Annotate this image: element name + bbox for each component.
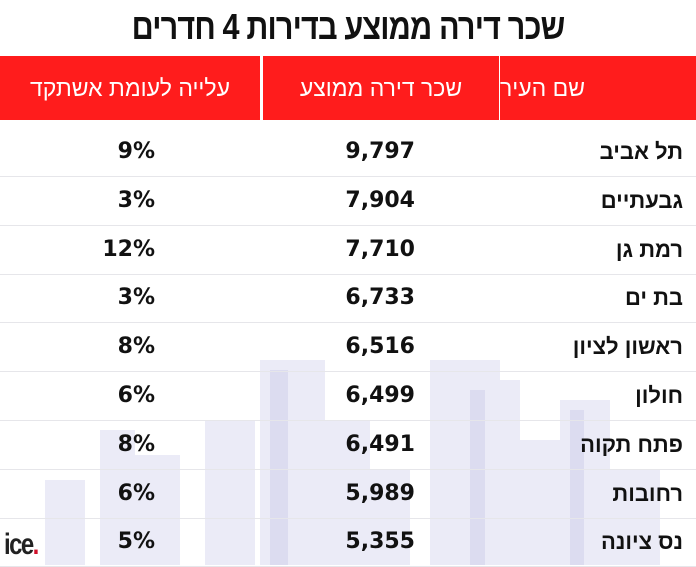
increase-cell: 6% xyxy=(117,383,155,408)
column-header-label: שם העיר xyxy=(500,74,586,101)
table-row: רמת גן 7,710 12% xyxy=(0,226,696,275)
table-row: פתח תקוה 6,491 8% xyxy=(0,421,696,470)
city-cell: חולון xyxy=(635,383,683,408)
rent-cell: 5,355 xyxy=(345,529,415,555)
column-header-label: שכר דירה ממוצע xyxy=(299,74,463,101)
table-row: תל אביב 9,797 9% xyxy=(0,128,696,177)
table-row: ראשון לציון 6,516 8% xyxy=(0,323,696,373)
increase-cell: 5% xyxy=(117,529,155,555)
table-row: חולון 6,499 6% xyxy=(0,372,696,421)
city-cell: בת ים xyxy=(624,285,683,311)
column-header-increase: עלייה לעומת אשתקד xyxy=(0,56,260,120)
table-row: נס ציונה 5,355 5% xyxy=(0,518,696,567)
column-header-rent: שכר דירה ממוצע xyxy=(263,56,499,120)
rent-cell: 6,733 xyxy=(345,285,415,311)
increase-cell: 8% xyxy=(117,334,155,360)
table-row: רחובות 5,989 6% xyxy=(0,470,696,519)
city-cell: רמת גן xyxy=(615,236,683,262)
table-row: בת ים 6,733 3% xyxy=(0,274,696,324)
logo-dot: . xyxy=(32,528,40,561)
table-row: גבעתיים 7,904 3% xyxy=(0,177,696,226)
increase-cell: 8% xyxy=(117,431,155,457)
increase-cell: 6% xyxy=(117,480,155,506)
rent-cell: 5,989 xyxy=(345,480,415,506)
increase-cell: 9% xyxy=(117,139,155,164)
rent-cell: 7,904 xyxy=(345,187,415,213)
city-cell: תל אביב xyxy=(599,139,683,164)
city-cell: גבעתיים xyxy=(600,187,683,213)
column-header-city: שם העיר xyxy=(500,56,696,120)
logo-text: ice xyxy=(4,528,34,561)
rent-cell: 7,710 xyxy=(345,236,415,262)
city-cell: נס ציונה xyxy=(601,529,683,555)
rent-cell: 6,499 xyxy=(345,383,415,408)
city-cell: ראשון לציון xyxy=(572,334,683,360)
city-cell: רחובות xyxy=(612,480,683,506)
rent-cell: 9,797 xyxy=(345,139,415,164)
increase-cell: 3% xyxy=(117,187,155,213)
city-cell: פתח תקוה xyxy=(580,431,683,457)
rent-cell: 6,516 xyxy=(345,334,415,360)
rent-cell: 6,491 xyxy=(345,431,415,457)
page-title: שכר דירה ממוצע בדירות 4 חדרים xyxy=(131,6,566,47)
column-header-label: עלייה לעומת אשתקד xyxy=(30,74,230,101)
increase-cell: 3% xyxy=(117,285,155,311)
ice-logo: ice. xyxy=(4,528,40,562)
increase-cell: 12% xyxy=(102,236,155,262)
